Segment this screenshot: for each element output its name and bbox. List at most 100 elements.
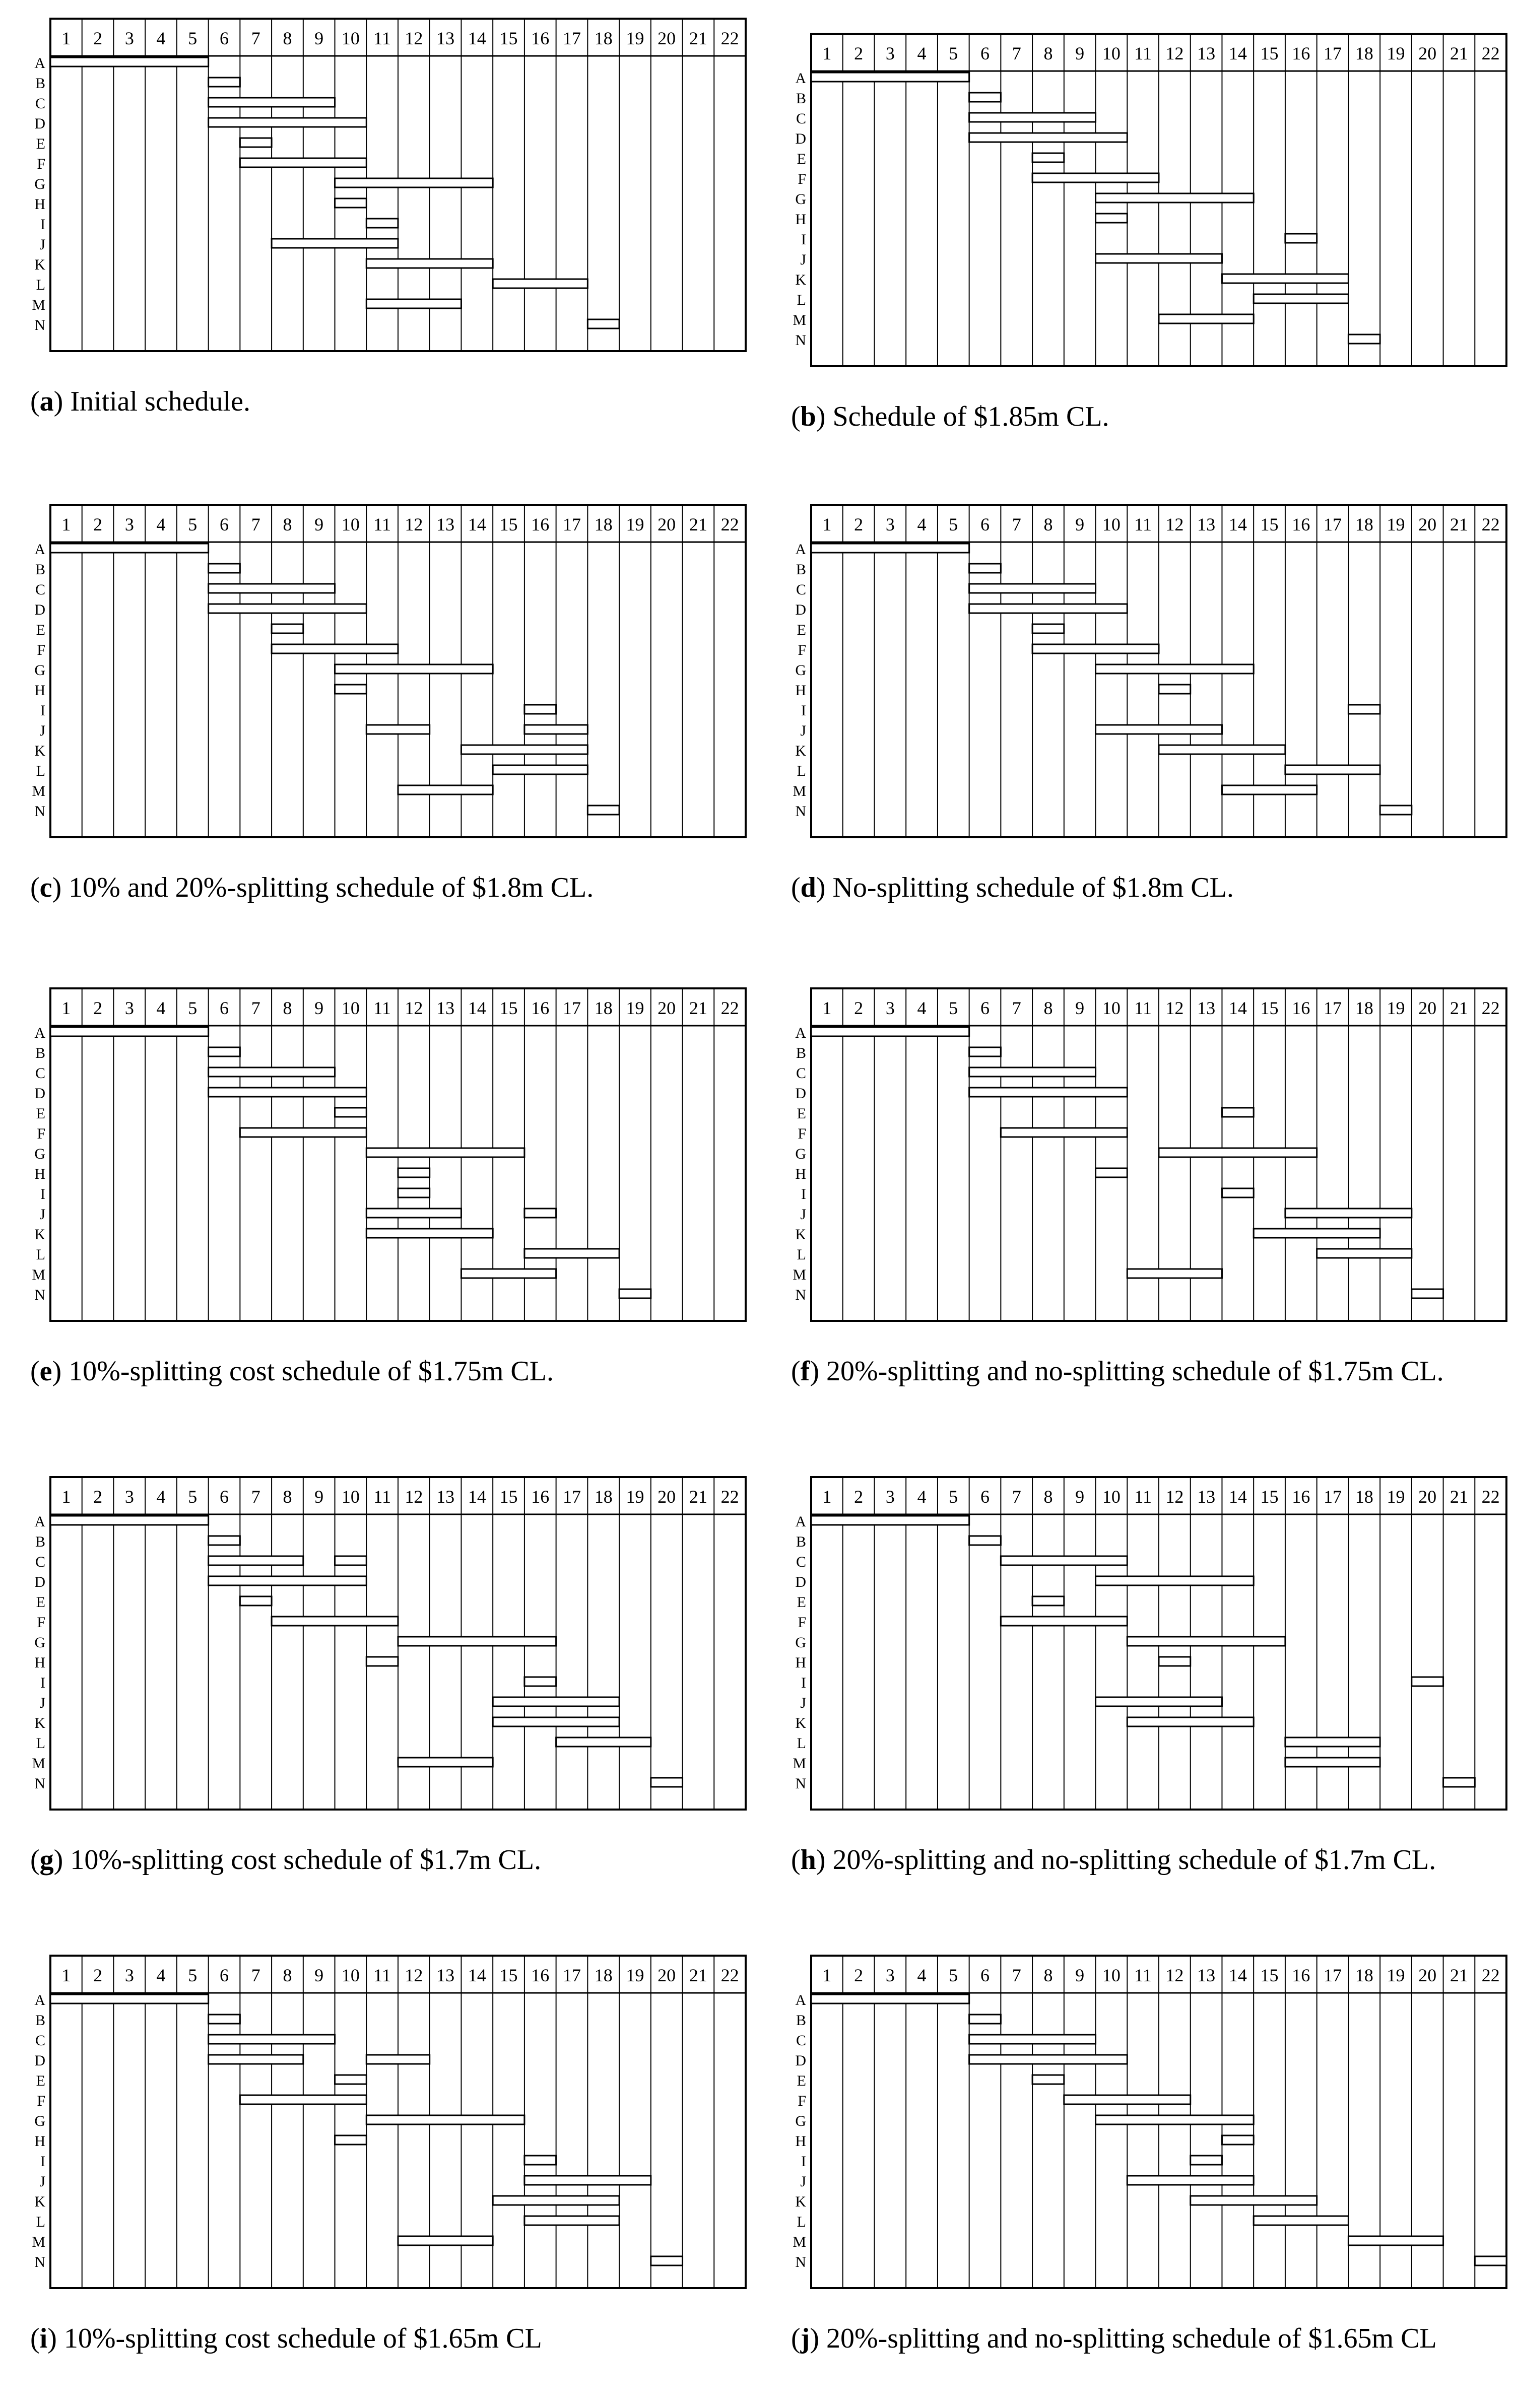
task-bar-d [1095, 1575, 1255, 1586]
column-label: 10 [1102, 1965, 1121, 1985]
panel-caption: (c) 10% and 20%-splitting schedule of $1… [30, 872, 594, 904]
row-label: H [34, 1654, 45, 1671]
gantt-svg: 1 2 3 4 5 6 7 8 9 10 11 12 13 14 15 16 17 18 19 20 21 22ABCDE… [793, 987, 1507, 1322]
row-label: C [35, 1554, 45, 1570]
row-label: D [795, 2052, 806, 2069]
task-bar-g [1126, 1636, 1286, 1647]
row-label: H [795, 682, 806, 699]
row-label: L [36, 2214, 45, 2230]
task-bar-c [208, 2034, 336, 2045]
caption-text: 10%-splitting cost schedule of $1.75m CL… [69, 1356, 554, 1387]
row-label: E [797, 1594, 806, 1611]
column-label: 12 [1165, 1965, 1183, 1985]
task-bar-k [1221, 273, 1349, 284]
column-label: 4 [917, 1487, 927, 1507]
row-label: M [793, 783, 806, 799]
row-label: B [796, 1045, 806, 1061]
task-bar-a [49, 56, 210, 68]
column-label: 13 [1197, 43, 1215, 63]
task-bar-c [208, 1555, 304, 1566]
caption-paren: ( [30, 1844, 40, 1876]
row-label: L [797, 2214, 806, 2230]
row-label: N [795, 1287, 806, 1303]
gantt-chart: 1 2 3 4 5 6 7 8 9 10 11 12 13 14 15 16 17 18 19 20 21 22 A B C D E… [791, 33, 1513, 416]
task-bar-c [1000, 1555, 1128, 1566]
row-label: I [801, 231, 806, 248]
row-label: C [796, 1554, 806, 1570]
task-bar-c [968, 2034, 1097, 2045]
task-bar-m [1284, 1757, 1381, 1768]
caption-paren: ) [52, 872, 69, 903]
task-bar-i [397, 1187, 431, 1198]
task-bar-n [618, 1288, 652, 1299]
column-label: 8 [283, 514, 292, 534]
task-bar-d [208, 117, 367, 128]
row-label: G [795, 662, 806, 679]
row-label: N [795, 1775, 806, 1792]
row-label: F [798, 1614, 806, 1631]
task-bar-j [492, 1696, 620, 1707]
gantt-chart: 1 2 3 4 5 6 7 8 9 10 11 12 13 14 15 16 17 18 19 20 21 22 A B C D E… [30, 1476, 776, 1859]
task-bar-l [1316, 1248, 1413, 1259]
row-label: J [800, 1206, 806, 1223]
task-bar-i [523, 2155, 557, 2166]
row-label: G [795, 1634, 806, 1651]
row-label: L [797, 1246, 806, 1263]
task-bar-j [523, 724, 588, 735]
row-label: F [37, 1125, 45, 1142]
row-label: C [796, 110, 806, 127]
column-label: 1 [822, 1965, 831, 1985]
task-bar-b [968, 2014, 1002, 2025]
column-label: 1 [822, 1487, 831, 1507]
column-label: 20 [1418, 1965, 1436, 1985]
column-label: 4 [917, 1965, 927, 1985]
task-bar-f [271, 643, 399, 654]
column-label: 3 [886, 43, 895, 63]
column-label: 2 [854, 43, 863, 63]
task-bar-b [208, 563, 241, 574]
row-label: E [797, 151, 806, 167]
task-bar-n [1442, 1777, 1476, 1788]
column-label: 5 [188, 28, 197, 48]
column-label: 7 [1012, 998, 1021, 1018]
column-label: 8 [1043, 998, 1052, 1018]
column-label: 22 [1482, 43, 1500, 63]
column-label: 10 [1102, 1487, 1121, 1507]
gantt-chart: 1 2 3 4 5 6 7 8 9 10 11 12 13 14 15 16 17 18 19 20 21 22 A B C D E… [30, 18, 776, 400]
row-label: I [40, 216, 45, 233]
row-label: A [34, 55, 45, 72]
column-label: 7 [251, 998, 260, 1018]
column-label: 17 [563, 1487, 581, 1507]
column-label: 12 [405, 514, 423, 534]
row-label: I [801, 702, 806, 719]
task-bar-n [1379, 805, 1413, 816]
task-bar-j [1095, 1696, 1223, 1707]
task-bar-h [334, 2134, 367, 2146]
column-label: 4 [157, 1487, 166, 1507]
row-label: M [32, 783, 45, 799]
caption-paren: ) [47, 2323, 64, 2354]
row-label: F [37, 1614, 45, 1631]
column-label: 16 [531, 1965, 549, 1985]
column-label: 13 [1197, 1487, 1215, 1507]
column-label: 8 [283, 28, 292, 48]
row-label: D [795, 1085, 806, 1102]
row-label: K [795, 272, 806, 288]
row-label: D [34, 1574, 45, 1590]
column-label: 15 [500, 28, 518, 48]
row-label: K [795, 1226, 806, 1243]
task-bar-f [271, 1616, 399, 1627]
column-label: 2 [854, 1965, 863, 1985]
row-label: A [34, 541, 45, 558]
row-label: J [39, 1206, 45, 1223]
row-label: N [795, 2254, 806, 2270]
column-label: 17 [563, 998, 581, 1018]
panel-caption: (i) 10%-splitting cost schedule of $1.65… [30, 2322, 542, 2355]
row-label: N [795, 332, 806, 349]
gantt-panel-f: 1 2 3 4 5 6 7 8 9 10 11 12 13 14 15 16 17 18 19 20 21 22 A B C D E… [791, 987, 1513, 1441]
column-label: 19 [626, 1965, 644, 1985]
task-bar-k [365, 1228, 494, 1239]
column-label: 16 [531, 1487, 549, 1507]
column-label: 15 [500, 514, 518, 534]
column-label: 17 [1324, 1487, 1342, 1507]
